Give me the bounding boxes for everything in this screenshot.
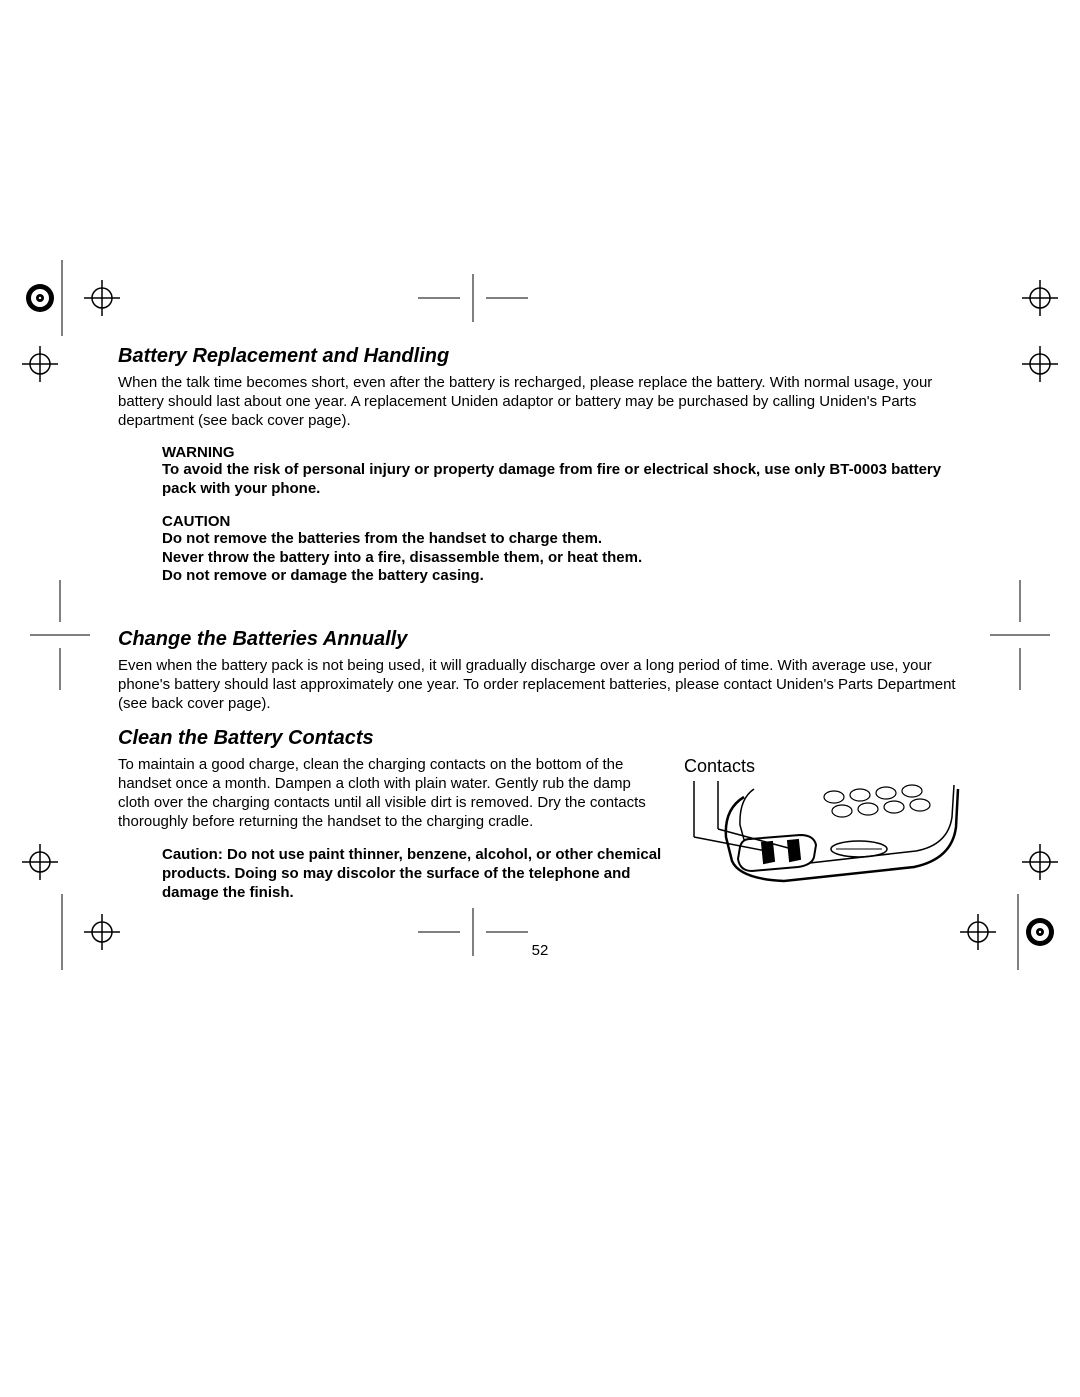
divider-icon <box>60 260 80 336</box>
two-column-layout: To maintain a good charge, clean the cha… <box>118 756 962 917</box>
caution-text-line: Do not remove the batteries from the han… <box>162 530 962 549</box>
crosshair-icon <box>16 340 64 388</box>
registration-mark-icon <box>16 274 64 322</box>
section-heading-clean-contacts: Clean the Battery Contacts <box>118 727 962 750</box>
body-text: To maintain a good charge, clean the cha… <box>118 756 664 831</box>
illustration-label: Contacts <box>684 756 962 777</box>
section-heading-change-batteries: Change the Batteries Annually <box>118 628 962 651</box>
warning-block: WARNING To avoid the risk of personal in… <box>162 444 962 499</box>
crosshair-icon <box>1016 838 1064 886</box>
divider-icon <box>60 894 80 970</box>
registration-mark-icon <box>1016 908 1064 956</box>
body-text: Even when the battery pack is not being … <box>118 657 962 713</box>
caution-text-line: Do not remove or damage the battery casi… <box>162 567 962 586</box>
crosshair-icon <box>1016 340 1064 388</box>
handset-contacts-icon <box>684 779 962 899</box>
caution-block: CAUTION Do not remove the batteries from… <box>162 513 962 586</box>
center-crop-icon <box>418 274 528 322</box>
crosshair-icon <box>16 838 64 886</box>
crosshair-icon <box>1016 274 1064 322</box>
divider-icon <box>1000 894 1020 970</box>
crosshair-icon <box>78 274 126 322</box>
warning-text: To avoid the risk of personal injury or … <box>162 461 962 499</box>
caution-text: Caution: Do not use paint thinner, benze… <box>162 846 664 902</box>
caution-label: CAUTION <box>162 513 962 530</box>
crop-mark-icon <box>30 580 90 690</box>
page-number: 52 <box>118 942 962 959</box>
body-text: When the talk time becomes short, even a… <box>118 374 962 430</box>
document-page: Battery Replacement and Handling When th… <box>118 345 962 959</box>
crop-mark-icon <box>990 580 1050 690</box>
warning-label: WARNING <box>162 444 962 461</box>
section-heading-battery-replacement: Battery Replacement and Handling <box>118 345 962 368</box>
caution-text-line: Never throw the battery into a fire, dis… <box>162 549 962 568</box>
